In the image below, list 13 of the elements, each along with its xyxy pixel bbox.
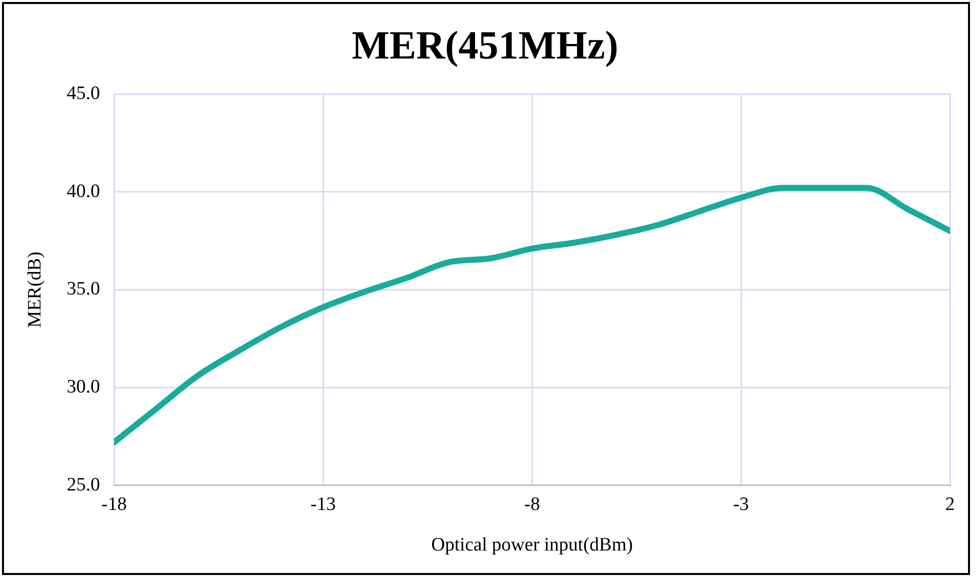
chart-title: MER(451MHz) [352,22,618,68]
y-tick-label: 25.0 [66,474,100,496]
y-tick-label: 30.0 [66,376,100,398]
x-tick-label: -18 [101,494,127,515]
y-axis-title: MER(dB) [24,252,46,328]
x-tick-label: -3 [733,494,749,515]
x-axis-title: Optical power input(dBm) [431,534,633,556]
y-tick-label: 35.0 [66,278,100,300]
x-tick-label: -13 [310,494,336,515]
y-tick-label: 40.0 [66,180,100,202]
y-tick-label: 45.0 [66,82,100,104]
x-tick-label: 2 [945,494,955,515]
x-tick-label: -8 [524,494,540,515]
